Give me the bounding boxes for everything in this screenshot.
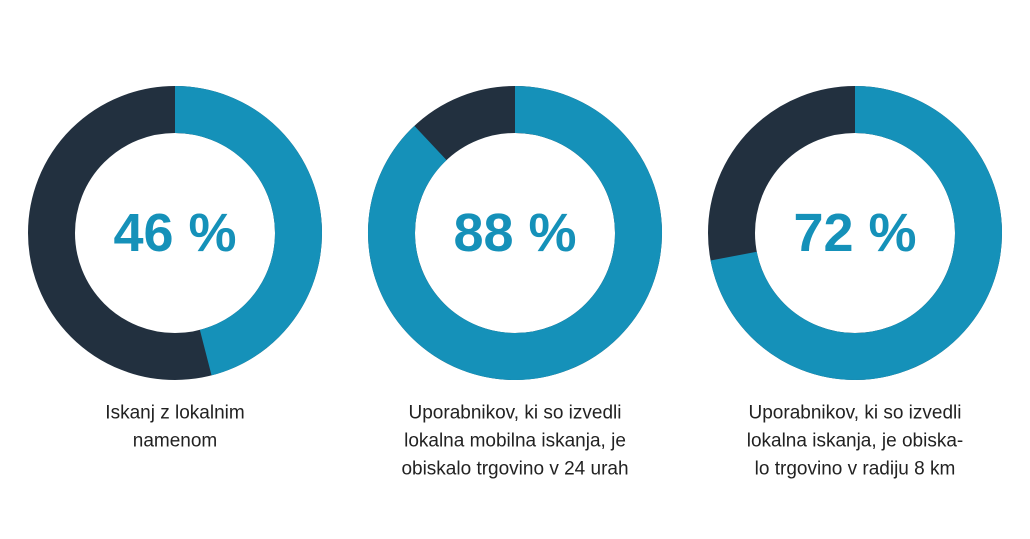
caption-line: lokalna mobilna iskanja, je (404, 431, 626, 452)
caption-line: Iskanj z lokalnim (105, 403, 244, 424)
caption-line: Uporabnikov, ki so izvedli (749, 403, 962, 424)
donut-arc (174, 86, 322, 376)
caption-line: lokalna iskanja, je obiska- (747, 431, 964, 452)
value-label: 46 % (113, 203, 236, 263)
donut-arc (710, 86, 1002, 380)
caption-line: namenom (133, 431, 218, 452)
caption-line: Uporabnikov, ki so izvedli (409, 403, 622, 424)
caption-line: lo trgovino v radiju 8 km (755, 459, 956, 480)
donut-arc (368, 86, 662, 380)
caption-line: obiskalo trgovino v 24 urah (401, 459, 628, 480)
value-label: 88 % (453, 203, 576, 263)
value-label: 72 % (793, 203, 916, 263)
